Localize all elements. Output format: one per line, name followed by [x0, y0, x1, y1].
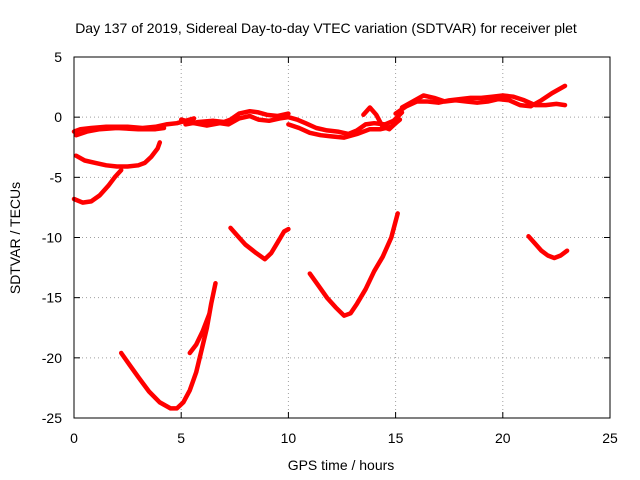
series-prn-h — [178, 113, 291, 128]
series-prn-l — [307, 211, 400, 318]
series-prn-g — [183, 108, 291, 127]
y-tick-label: 0 — [54, 109, 62, 125]
series-prn-j — [286, 110, 405, 137]
series-prn-b — [73, 125, 167, 138]
series-prn-i — [228, 225, 291, 262]
series-prn-f — [187, 312, 212, 356]
x-axis-label: GPS time / hours — [288, 457, 395, 473]
y-tick-label: -5 — [50, 169, 63, 185]
y-tick-label: -25 — [42, 410, 62, 426]
x-tick-label: 20 — [495, 430, 511, 446]
y-tick-label: -15 — [42, 290, 62, 306]
x-tick-label: 10 — [281, 430, 297, 446]
series-prn-n — [393, 93, 568, 116]
series-prn-m — [361, 105, 398, 132]
x-tick-label: 0 — [70, 430, 78, 446]
series-prn-p — [526, 234, 570, 261]
y-axis-label: SDTVAR / TECUs — [7, 182, 23, 294]
chart-title: Day 137 of 2019, Sidereal Day-to-day VTE… — [75, 20, 577, 36]
x-tick-label: 5 — [177, 430, 185, 446]
series-prn-c — [73, 140, 163, 169]
series-prn-d — [71, 167, 124, 205]
y-tick-label: -20 — [42, 350, 62, 366]
axis-ticks: 0 5 10 15 20 25 -25 -20 -15 -10 -5 0 5 — [42, 49, 618, 446]
x-tick-label: 25 — [602, 430, 618, 446]
series-layer — [71, 83, 570, 411]
series-prn-o — [399, 83, 568, 110]
x-tick-label: 15 — [388, 430, 404, 446]
y-tick-label: -10 — [42, 230, 62, 246]
series-prn-e — [118, 280, 218, 411]
y-tick-label: 5 — [54, 49, 62, 65]
